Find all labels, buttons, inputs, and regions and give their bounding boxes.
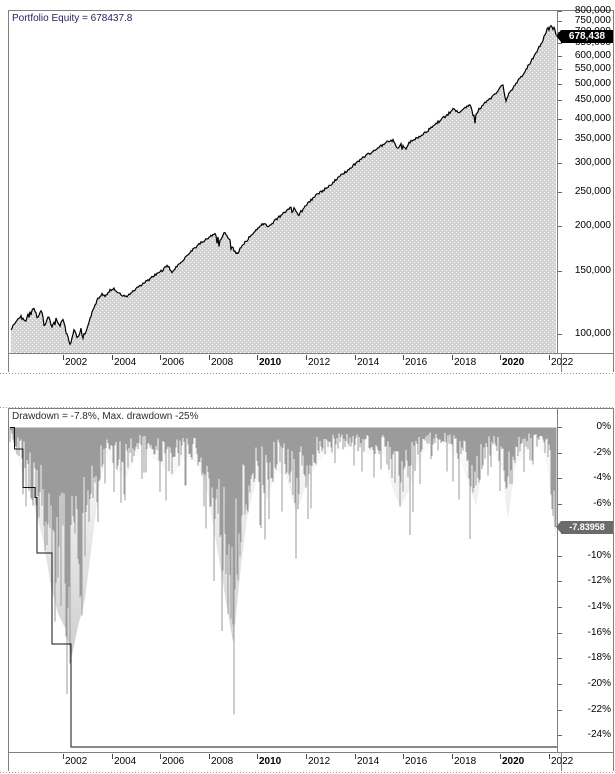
- equity-last-value-text: 678,438: [568, 31, 606, 42]
- drawdown-last-value-label: -7.83958: [556, 521, 613, 534]
- label-arrow-left-icon: [556, 521, 561, 533]
- label-arrow-left-icon: [556, 30, 561, 42]
- drawdown-last-value-text: -7.83958: [569, 522, 605, 532]
- equity-pane-title: Portfolio Equity = 678437.8: [12, 13, 133, 24]
- equity-last-value-label: 678,438: [556, 30, 613, 43]
- drawdown-pane-title: Drawdown = -7.8%, Max. drawdown -25%: [12, 411, 199, 422]
